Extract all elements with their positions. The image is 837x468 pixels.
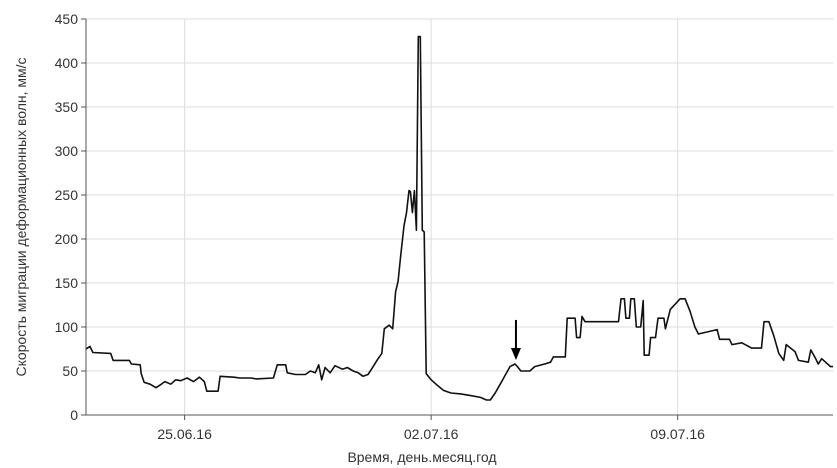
x-tick-label: 09.07.16 — [650, 426, 705, 442]
down-arrow-annotation — [510, 319, 521, 360]
axes — [85, 19, 833, 416]
y-tick-label: 150 — [55, 275, 79, 291]
series-layer — [85, 35, 833, 401]
y-tick-label: 250 — [55, 187, 79, 203]
y-tick-label: 400 — [55, 55, 79, 71]
grid — [86, 18, 833, 415]
x-tick-label: 25.06.16 — [157, 426, 212, 442]
y-tick-label: 50 — [62, 363, 78, 379]
arrow-head — [510, 347, 521, 360]
annotation-layer — [510, 319, 521, 360]
x-tick-label: 02.07.16 — [404, 426, 459, 442]
y-tick-label: 350 — [55, 99, 79, 115]
y-tick-label: 200 — [55, 231, 79, 247]
y-tick-label: 100 — [55, 319, 79, 335]
x-axis-label: Время, день.месяц.год — [347, 449, 496, 465]
y-tick-label: 300 — [55, 143, 79, 159]
y-tick-labels: 0 50 100 150 200 250 300 350 400 450 — [55, 11, 86, 423]
y-axis-label: Скорость миграции деформационных волн, м… — [13, 57, 29, 376]
y-tick-label: 0 — [70, 407, 78, 423]
x-tick-labels: 25.06.16 02.07.16 09.07.16 — [157, 415, 705, 442]
series-line-1 — [85, 35, 833, 401]
y-tick-label: 450 — [55, 11, 79, 27]
